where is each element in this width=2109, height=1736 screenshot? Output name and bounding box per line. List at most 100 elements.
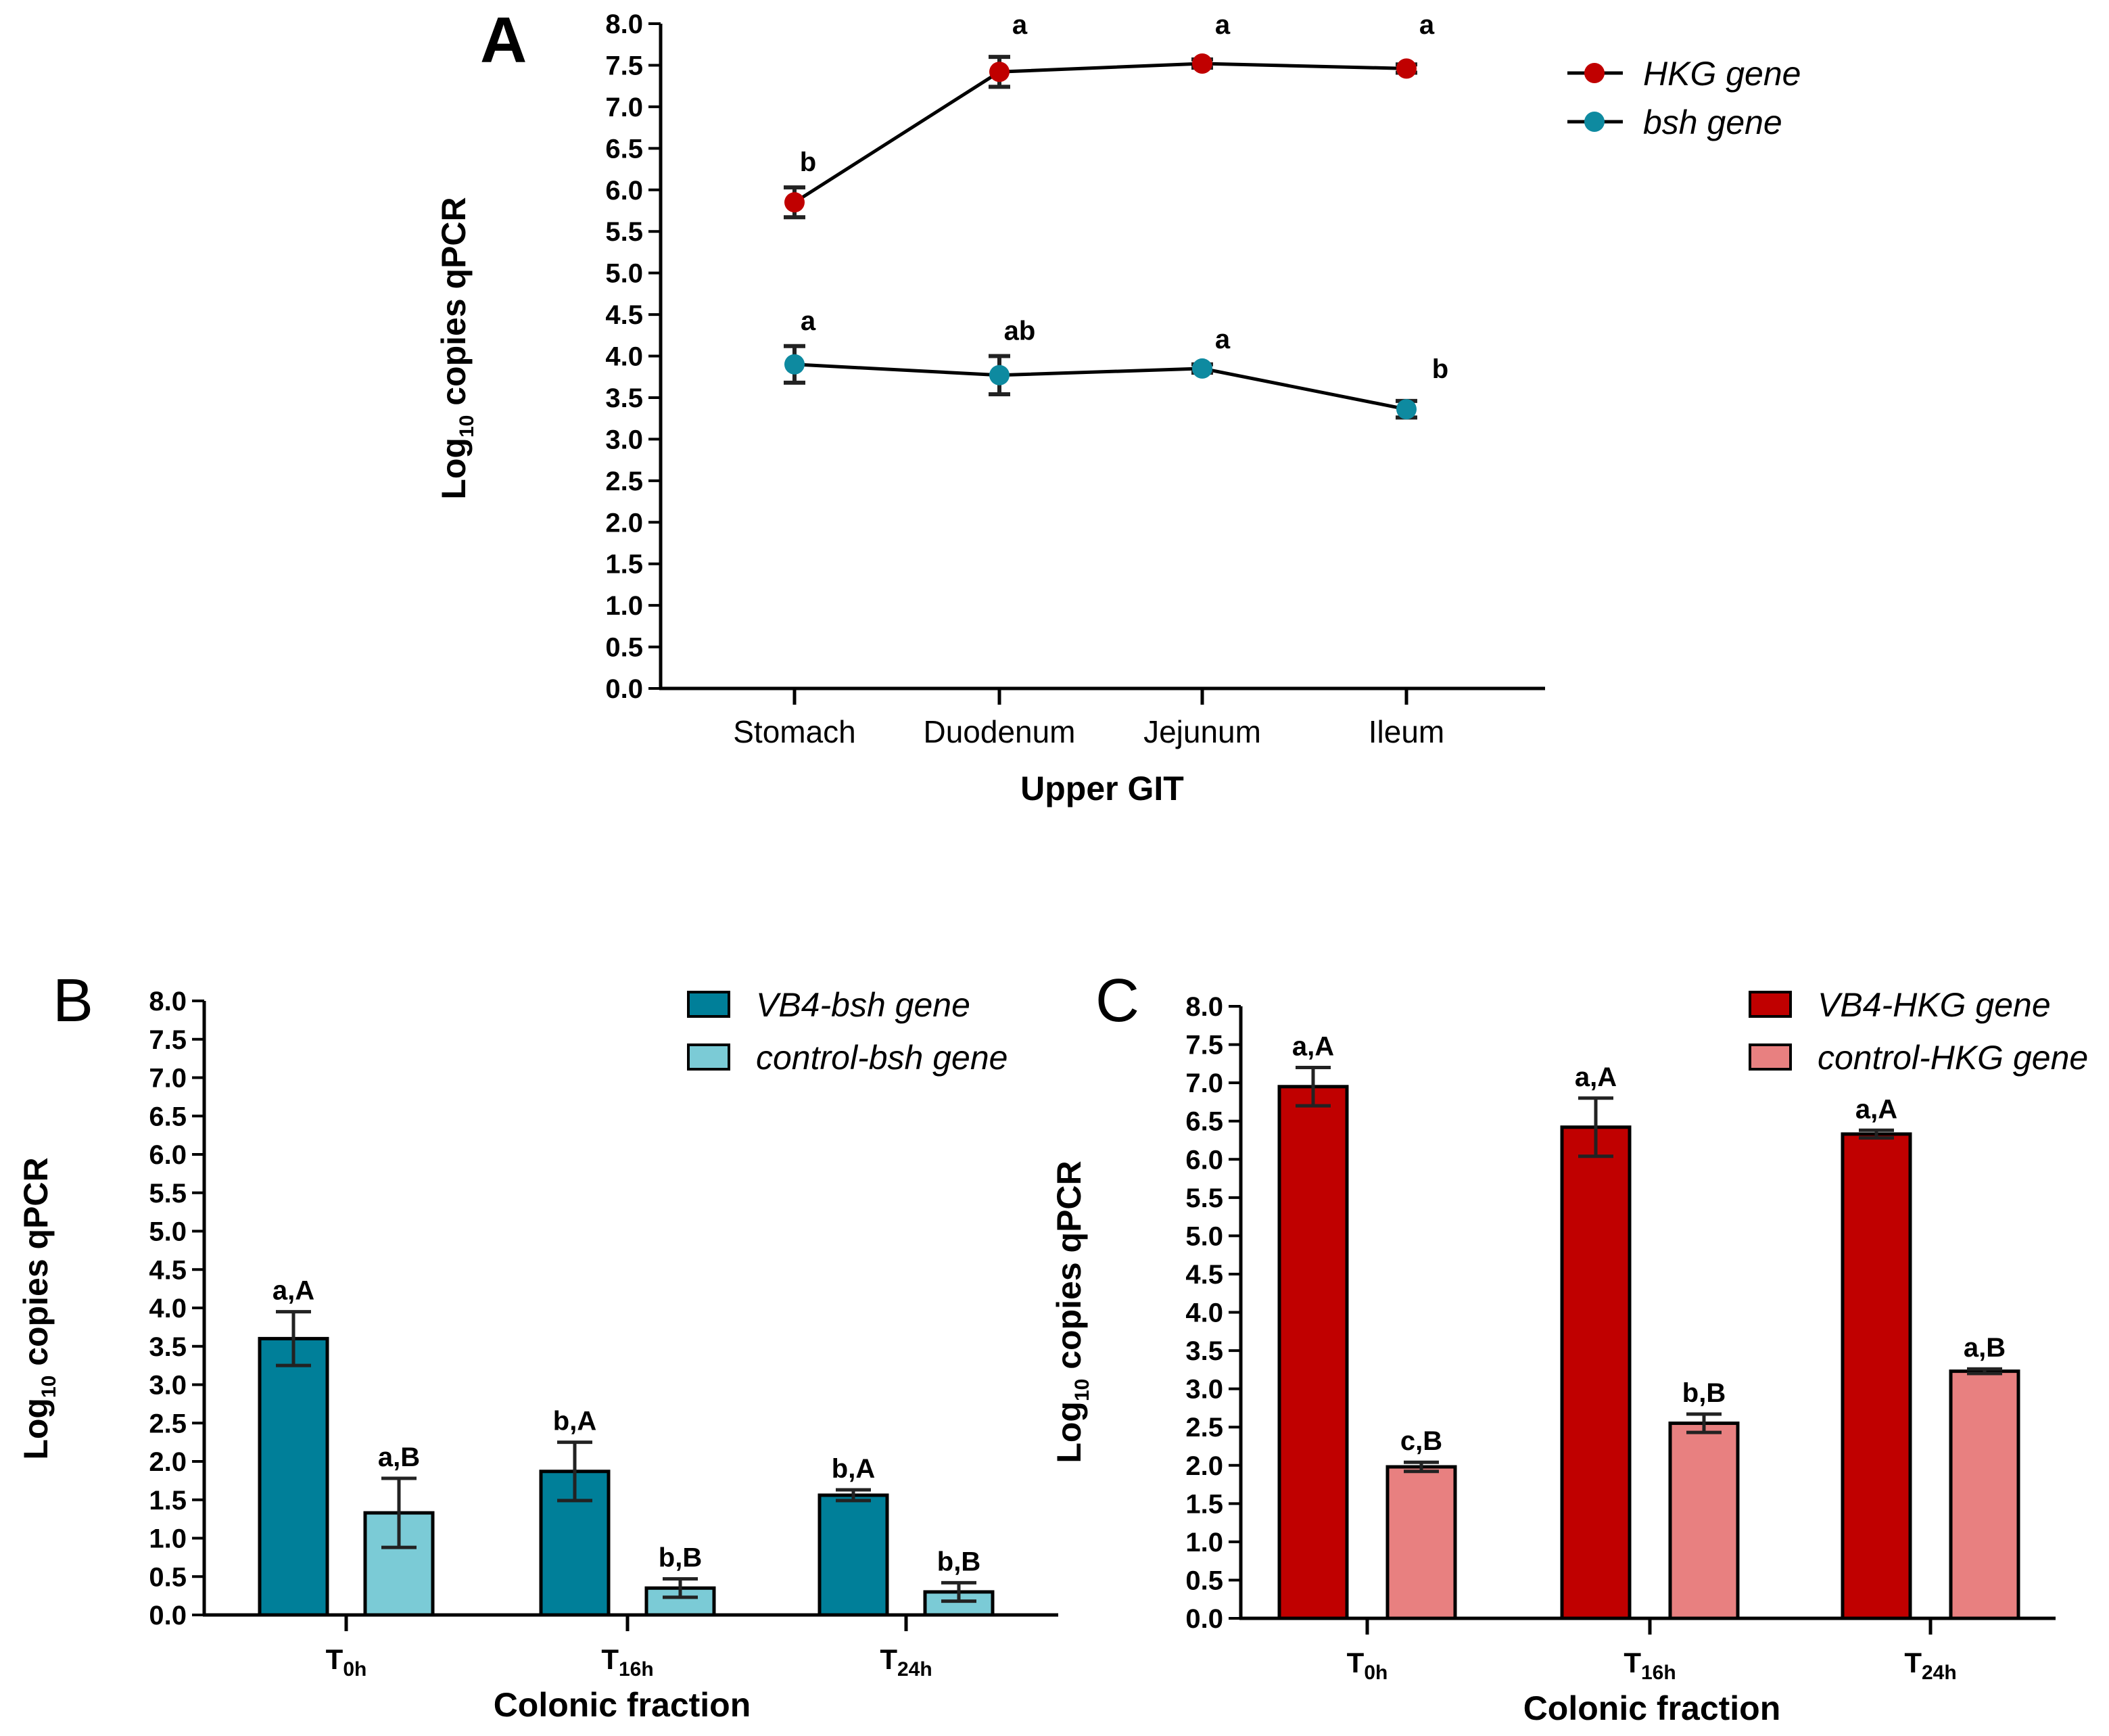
panel-c-y-tick-label: 8.0 (1185, 992, 1223, 1022)
panel-c-x-tick-main: T (1624, 1647, 1641, 1679)
panel-c-y-tick-label: 3.5 (1185, 1336, 1223, 1366)
panel-c-x-tick-label: T0h (1347, 1647, 1388, 1684)
panel-c-bar-label: a,A (1292, 1032, 1334, 1062)
panel-a-data-point (989, 62, 1010, 83)
panel-b-y-tick-label: 7.0 (149, 1064, 187, 1094)
panel-b-bar-label: a,B (378, 1442, 420, 1472)
panel-c-y-tick-label: 5.5 (1185, 1183, 1223, 1213)
panel-a-significance-label: b (800, 147, 816, 177)
panel-a-x-tick-label: Ileum (1369, 714, 1444, 749)
panel-c-y-tick-label: 7.5 (1185, 1031, 1223, 1060)
panel-c-y-tick-label: 5.0 (1185, 1221, 1223, 1251)
panel-a-y-tick-label: 7.5 (605, 51, 643, 80)
panel-c-bar (1668, 1422, 1740, 1620)
panel-a-significance-label: b (1432, 354, 1448, 384)
panel-a-y-tick-label: 0.0 (605, 674, 643, 704)
panel-b-bar-label: b,A (832, 1454, 875, 1484)
panel-b-letter: B (53, 967, 93, 1035)
panel-c-y-tick-label: 4.0 (1185, 1298, 1223, 1328)
panel-b-y-tick-label: 0.5 (149, 1562, 187, 1592)
panel-b-x-tick-label: T24h (880, 1643, 932, 1681)
panel-b-y-tick-label: 8.0 (149, 987, 187, 1016)
panel-c-y-tick-label: 7.0 (1185, 1069, 1223, 1098)
panel-a-letter: A (480, 4, 527, 76)
panel-c-x-tick-main: T (1904, 1647, 1922, 1679)
panel-b-y-tick-label: 2.5 (149, 1409, 187, 1438)
panel-a-legend-label: bsh gene (1643, 103, 1782, 141)
panel-c-bar-label: a,A (1575, 1062, 1617, 1092)
panel-a-significance-label: a (1215, 10, 1231, 40)
panel-a-data-point (1192, 358, 1212, 379)
panel-b-bar-label: b,B (937, 1547, 980, 1576)
panel-b-y-tick-label: 6.0 (149, 1140, 187, 1170)
panel-a-y-tick-label: 4.5 (605, 300, 643, 330)
panel-b-x-tick-subscript: 0h (343, 1658, 366, 1681)
panel-a-y-tick-label: 8.0 (605, 9, 643, 39)
panel-c-bar (1385, 1465, 1457, 1620)
panel-b-y-tick-label: 5.5 (149, 1179, 187, 1209)
panel-b-x-tick-label: T16h (601, 1643, 653, 1681)
panel-b-y-tick-label: 3.5 (149, 1332, 187, 1362)
panel-a-legend-marker (1584, 112, 1605, 132)
panel-a-data-point (784, 354, 805, 375)
panel-a-y-tick-label: 0.5 (605, 633, 643, 663)
panel-a-y-title-subscript: 10 (456, 415, 478, 438)
panel-b-y-tick-label: 3.0 (149, 1371, 187, 1401)
panel-b-y-tick-label: 2.0 (149, 1447, 187, 1477)
panel-a-data-point (784, 192, 805, 213)
panel-a-significance-label: a (1215, 325, 1231, 354)
panel-c-x-tick-label: T24h (1904, 1647, 1956, 1684)
panel-b-x-axis-title: Colonic fraction (494, 1686, 751, 1724)
panel-a-y-tick-label: 5.0 (605, 259, 643, 289)
panel-c-y-axis-title: Log10 copies qPCR (1050, 1160, 1093, 1463)
panel-a-y-title-rest: copies qPCR (435, 197, 473, 415)
panel-c-bar (1841, 1132, 1912, 1620)
panel-c-y-tick-label: 1.0 (1185, 1528, 1223, 1557)
panel-a-series-line (793, 62, 1407, 204)
panel-a-y-tick-label: 1.5 (605, 550, 643, 580)
panel-b-y-tick-label: 4.5 (149, 1255, 187, 1285)
panel-b-y-title-rest: copies qPCR (17, 1157, 55, 1375)
panel-c-y-title-rest: copies qPCR (1050, 1160, 1088, 1378)
panel-a-x-tick-label: Duodenum (923, 714, 1075, 749)
panel-b-y-tick-label: 5.0 (149, 1217, 187, 1247)
panel-a-y-tick-label: 3.5 (605, 383, 643, 413)
panel-b-x-tick-main: T (601, 1643, 619, 1675)
panel-b-bar-chart: B 0.0 0.5 1.0 1.5 2.0 2.5 3.0 3.5 4.0 4.5 5.0 5.5 6.0… (17, 967, 1058, 1724)
panel-a-x-axis-title: Upper GIT (1020, 770, 1184, 807)
panel-a-data-point (1396, 58, 1417, 79)
panel-a-significance-label: a (1419, 10, 1435, 40)
panel-a-data-point (1396, 399, 1417, 420)
panel-b-y-tick-label: 4.0 (149, 1294, 187, 1323)
panel-b-y-tick-label: 6.5 (149, 1102, 187, 1131)
panel-c-bar-chart: C 0.0 0.5 1.0 1.5 2.0 2.5 3.0 3.5 4.0 4.5 5.0 5.5 6.0… (1050, 967, 2088, 1727)
panel-a-significance-label: a (801, 306, 816, 336)
panel-c-y-tick-label: 1.5 (1185, 1489, 1223, 1519)
panel-c-letter: C (1095, 967, 1139, 1035)
panel-b-bar (258, 1336, 329, 1617)
panel-b-bar-label: a,A (272, 1276, 314, 1306)
panel-c-legend-label: VB4-HKG gene (1818, 986, 2051, 1024)
panel-c-bar-label: c,B (1400, 1426, 1442, 1456)
panel-c-x-axis-title: Colonic fraction (1523, 1689, 1781, 1727)
panel-a-y-tick-label: 7.0 (605, 93, 643, 122)
panel-a-y-tick-label: 2.5 (605, 467, 643, 496)
panel-b-y-tick-label: 1.0 (149, 1524, 187, 1554)
panel-b-bar-label: b,A (553, 1407, 596, 1436)
panel-c-y-tick-label: 6.5 (1185, 1107, 1223, 1137)
panel-c-y-tick-label: 4.5 (1185, 1260, 1223, 1290)
panel-a-line-chart: A 0.0 0.5 1.0 1.5 2.0 2.5 3.0 3.5 4.0 4.5 5.0 5.5 6.0… (435, 4, 1801, 807)
panel-c-y-title-main: Log (1050, 1401, 1088, 1463)
panel-b-x-tick-subscript: 16h (619, 1658, 654, 1681)
panel-c-legend-swatch (1749, 1043, 1792, 1071)
panel-a-y-tick-label: 1.0 (605, 591, 643, 621)
panel-c-bar (1560, 1125, 1632, 1620)
panel-b-legend-label: control-bsh gene (756, 1039, 1008, 1077)
panel-c-y-tick-label: 2.5 (1185, 1413, 1223, 1442)
panel-c-bar (1277, 1085, 1349, 1620)
panel-b-x-tick-main: T (880, 1643, 897, 1675)
panel-b-y-title-subscript: 10 (38, 1376, 60, 1398)
panel-a-y-tick-label: 2.0 (605, 508, 643, 538)
panel-a-series-line (794, 362, 1407, 411)
panel-c-bar (1949, 1369, 2020, 1620)
